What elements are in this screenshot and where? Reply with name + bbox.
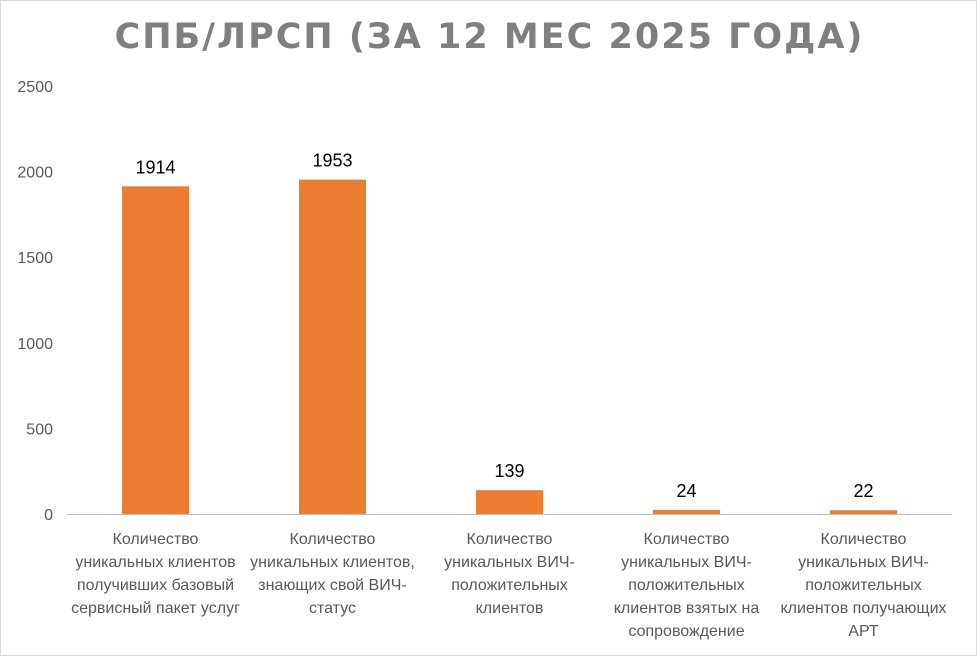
bar — [830, 510, 897, 514]
bar — [653, 509, 720, 514]
bar — [122, 186, 189, 515]
data-label: 24 — [676, 481, 696, 501]
y-tick-label: 2500 — [17, 79, 53, 96]
category-label: Количество уникальных клиентов, знающих … — [250, 531, 415, 617]
data-label: 139 — [494, 461, 524, 481]
y-tick-label: 0 — [44, 507, 53, 524]
data-label: 1953 — [312, 151, 352, 171]
data-label: 22 — [853, 481, 873, 501]
y-tick-label: 500 — [26, 421, 53, 438]
category-label: Количество уникальных ВИЧ-положительных … — [444, 531, 575, 617]
chart-title: СПБ/ЛРСП (ЗА 12 МЕС 2025 ГОДА) — [114, 17, 865, 57]
data-label: 1914 — [135, 157, 175, 177]
bar — [476, 490, 543, 514]
category-label: Количество уникальных клиентов получивши… — [71, 531, 240, 617]
category-label: Количество уникальных ВИЧ-положительных … — [613, 531, 760, 640]
category-label: Количество уникальных ВИЧ-положительных … — [780, 531, 947, 640]
bar — [299, 179, 366, 514]
y-tick-label: 1000 — [17, 336, 53, 353]
y-tick-label: 1500 — [17, 250, 53, 267]
y-tick-label: 2000 — [17, 165, 53, 182]
